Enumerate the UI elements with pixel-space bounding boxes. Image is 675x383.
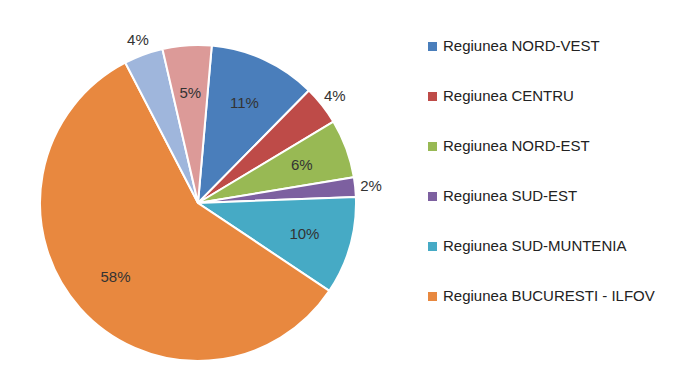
svg-text:11%: 11% [230, 94, 259, 111]
svg-text:10%: 10% [289, 225, 319, 242]
svg-text:5%: 5% [179, 84, 201, 101]
html-text:Regiunea BUCURESTI - ILFOV: Regiunea BUCURESTI - ILFOV [443, 287, 655, 304]
svg-text:4%: 4% [127, 31, 149, 48]
html-text:Regiunea SUD-EST: Regiunea SUD-EST [443, 187, 578, 204]
svg-text:4%: 4% [324, 87, 346, 104]
svg-text:58%: 58% [101, 268, 131, 285]
html-text:Regiunea CENTRU: Regiunea CENTRU [443, 87, 574, 104]
html-text:Regiunea NORD-EST: Regiunea NORD-EST [443, 137, 590, 154]
html-text:Regiunea NORD-VEST: Regiunea NORD-VEST [443, 37, 600, 54]
svg-text:6%: 6% [291, 156, 313, 173]
svg-text:2%: 2% [360, 177, 382, 194]
html-text:Regiunea SUD-MUNTENIA: Regiunea SUD-MUNTENIA [443, 237, 627, 254]
